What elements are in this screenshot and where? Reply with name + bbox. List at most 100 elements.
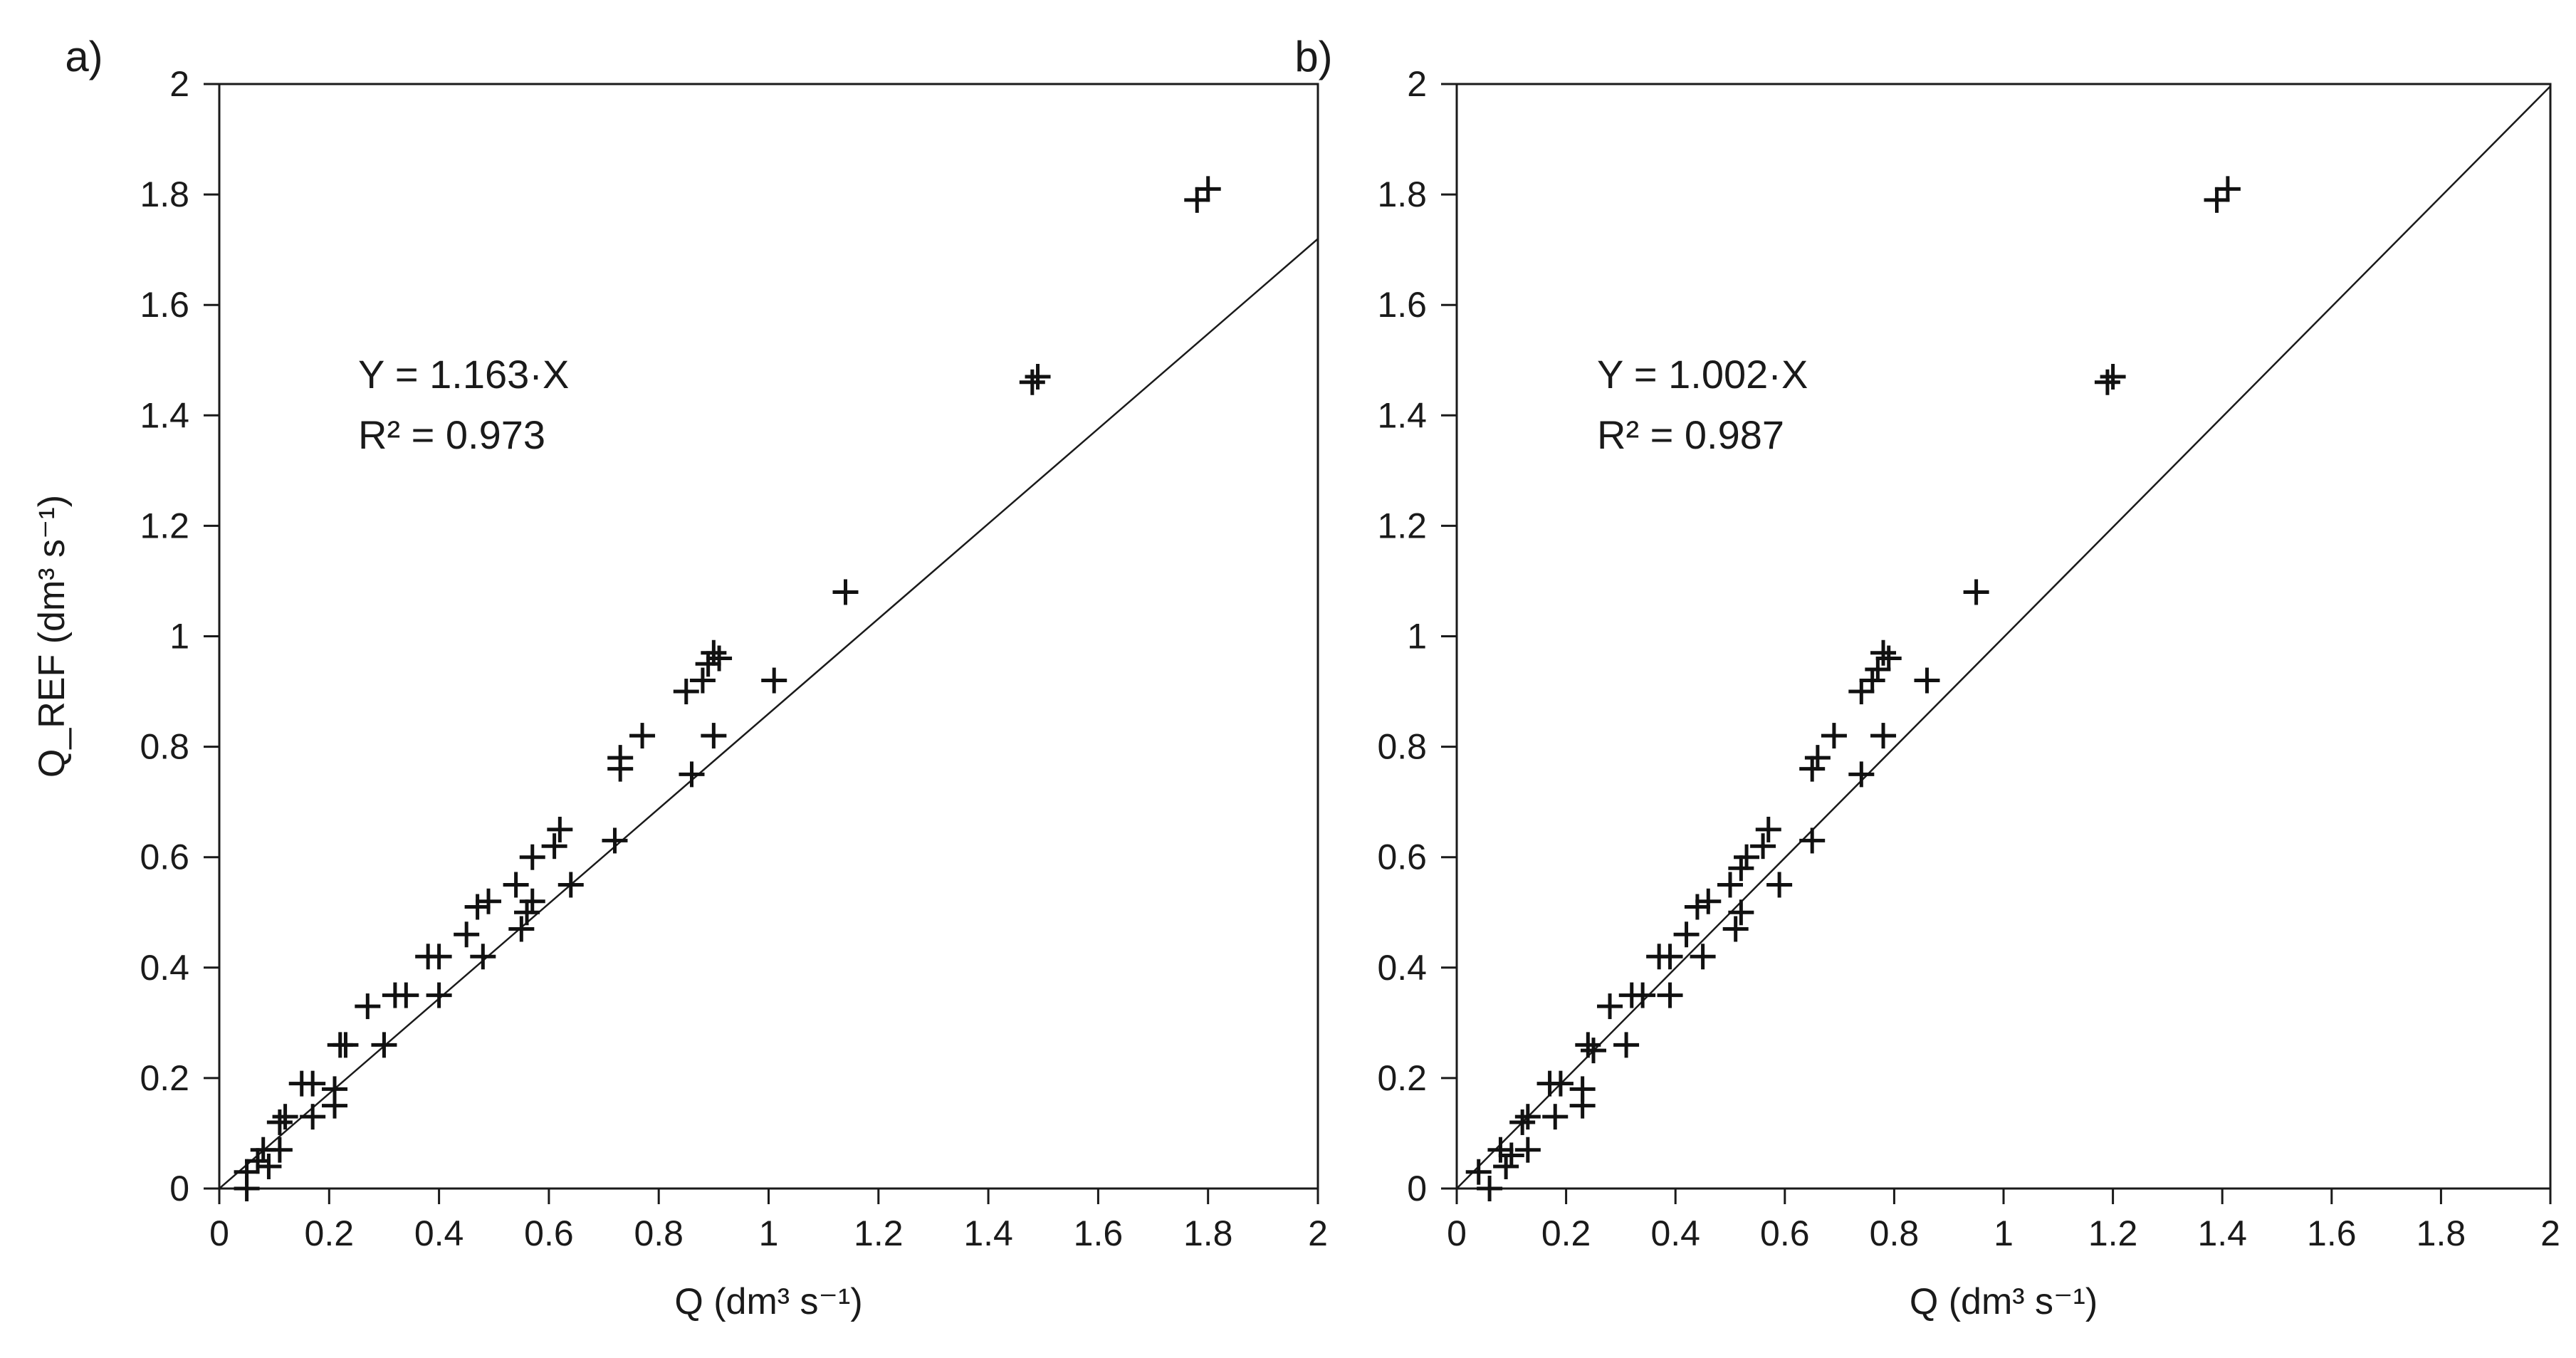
x-tick-label: 0.8: [1870, 1213, 1920, 1253]
x-tick-label: 0.8: [634, 1213, 684, 1253]
panel-label: a): [65, 33, 103, 80]
data-point: [1184, 187, 1210, 213]
panel-label: b): [1294, 33, 1332, 80]
y-tick-label: 2: [169, 64, 189, 104]
data-point: [1821, 723, 1847, 749]
data-point: [1542, 1104, 1569, 1130]
data-point: [1575, 1032, 1601, 1058]
data-point: [1514, 1137, 1541, 1163]
x-tick-label: 0.4: [414, 1213, 464, 1253]
y-tick-label: 0: [169, 1169, 189, 1208]
data-point: [266, 1109, 293, 1135]
data-point: [1613, 1032, 1640, 1058]
y-tick-label: 0: [1407, 1169, 1427, 1208]
data-point: [519, 844, 545, 870]
data-point: [464, 894, 491, 920]
data-point: [426, 982, 452, 1008]
data-point: [1848, 679, 1875, 705]
data-point: [272, 1104, 298, 1130]
data-point: [393, 982, 419, 1008]
data-point: [541, 833, 567, 860]
data-point: [1875, 645, 1902, 672]
y-tick-label: 0.8: [1377, 727, 1427, 767]
data-point: [1465, 1159, 1492, 1185]
data-point: [1025, 364, 1051, 390]
data-point: [2094, 369, 2120, 395]
data-point: [503, 872, 529, 898]
data-point: [1870, 723, 1897, 749]
data-point: [1963, 579, 1989, 605]
x-tick-label: 0.6: [524, 1213, 574, 1253]
r-squared: R² = 0.987: [1597, 412, 1784, 457]
panel-b: 0 0.2 0.4 0.6 0.8 1 1.2 1.4 1.6 1.8 2 0 0.2 0.4 0.6 0.8…: [1294, 33, 2560, 1322]
y-tick-label: 0.2: [1377, 1058, 1427, 1098]
fit-line: [219, 238, 1318, 1189]
data-point: [1766, 872, 1793, 898]
data-point: [1799, 827, 1826, 854]
data-point: [322, 1076, 348, 1102]
data-point: [602, 827, 628, 854]
x-tick-label: 0.4: [1650, 1213, 1700, 1253]
x-tick-label: 0: [1447, 1213, 1467, 1253]
data-point: [1684, 894, 1710, 920]
data-point: [426, 944, 452, 970]
data-point: [1630, 982, 1656, 1008]
data-point: [1799, 756, 1826, 782]
regression-equation: Y = 1.163·X: [358, 352, 569, 397]
data-point: [2100, 364, 2126, 390]
x-tick-label: 1.6: [2307, 1213, 2357, 1253]
data-point: [1848, 761, 1875, 788]
r-squared: R² = 0.973: [358, 412, 545, 457]
fit-line: [1457, 85, 2550, 1189]
data-point: [1673, 921, 1700, 948]
data-point: [1870, 639, 1897, 666]
data-point: [1657, 982, 1683, 1008]
y-tick-label: 0.6: [140, 837, 189, 877]
y-tick-label: 1.4: [140, 395, 189, 435]
data-point: [300, 1104, 326, 1130]
data-point: [1019, 369, 1045, 395]
y-tick-label: 2: [1407, 64, 1427, 104]
data-point: [1509, 1109, 1536, 1135]
data-point: [557, 872, 584, 898]
data-point: [1195, 176, 1221, 202]
x-tick-label: 1: [759, 1213, 779, 1253]
y-tick-label: 1.6: [1377, 285, 1427, 325]
y-tick-label: 1.6: [140, 285, 189, 325]
data-point: [234, 1159, 260, 1185]
data-point: [832, 579, 859, 605]
y-tick-label: 1: [169, 617, 189, 657]
data-point: [1690, 944, 1716, 970]
data-point: [1498, 1142, 1524, 1169]
data-point: [476, 888, 502, 914]
data-point: [256, 1153, 282, 1179]
panel-a: 0 0.2 0.4 0.6 0.8 1 1.2 1.4 1.6 1.8 2 0 0.2 0.4 0.6 0.8…: [31, 33, 1328, 1322]
data-point: [1477, 1176, 1503, 1201]
x-tick-label: 1: [1994, 1213, 2014, 1253]
data-point: [300, 1070, 326, 1097]
regression-equation: Y = 1.002·X: [1597, 352, 1808, 397]
data-point: [514, 899, 540, 926]
x-tick-label: 1.8: [2417, 1213, 2466, 1253]
x-tick-label: 0.2: [1541, 1213, 1591, 1253]
x-tick-label: 0: [209, 1213, 229, 1253]
data-point: [266, 1137, 293, 1163]
data-point: [1695, 888, 1722, 914]
x-tick-label: 1.4: [963, 1213, 1013, 1253]
x-tick-label: 1.6: [1074, 1213, 1124, 1253]
y-tick-label: 1.8: [1377, 174, 1427, 214]
x-tick-label: 2: [1308, 1213, 1328, 1253]
data-point: [701, 639, 727, 666]
data-point: [1597, 993, 1623, 1020]
data-point: [371, 1032, 397, 1058]
x-tick-label: 1.8: [1183, 1213, 1233, 1253]
data-point: [2214, 176, 2241, 202]
x-tick-label: 2: [2540, 1213, 2560, 1253]
data-point: [629, 723, 656, 749]
data-point: [1804, 745, 1831, 771]
data-point: [1914, 667, 1940, 694]
y-tick-label: 0.8: [140, 727, 189, 767]
data-point: [1717, 872, 1743, 898]
y-tick-label: 0.6: [1377, 837, 1427, 877]
